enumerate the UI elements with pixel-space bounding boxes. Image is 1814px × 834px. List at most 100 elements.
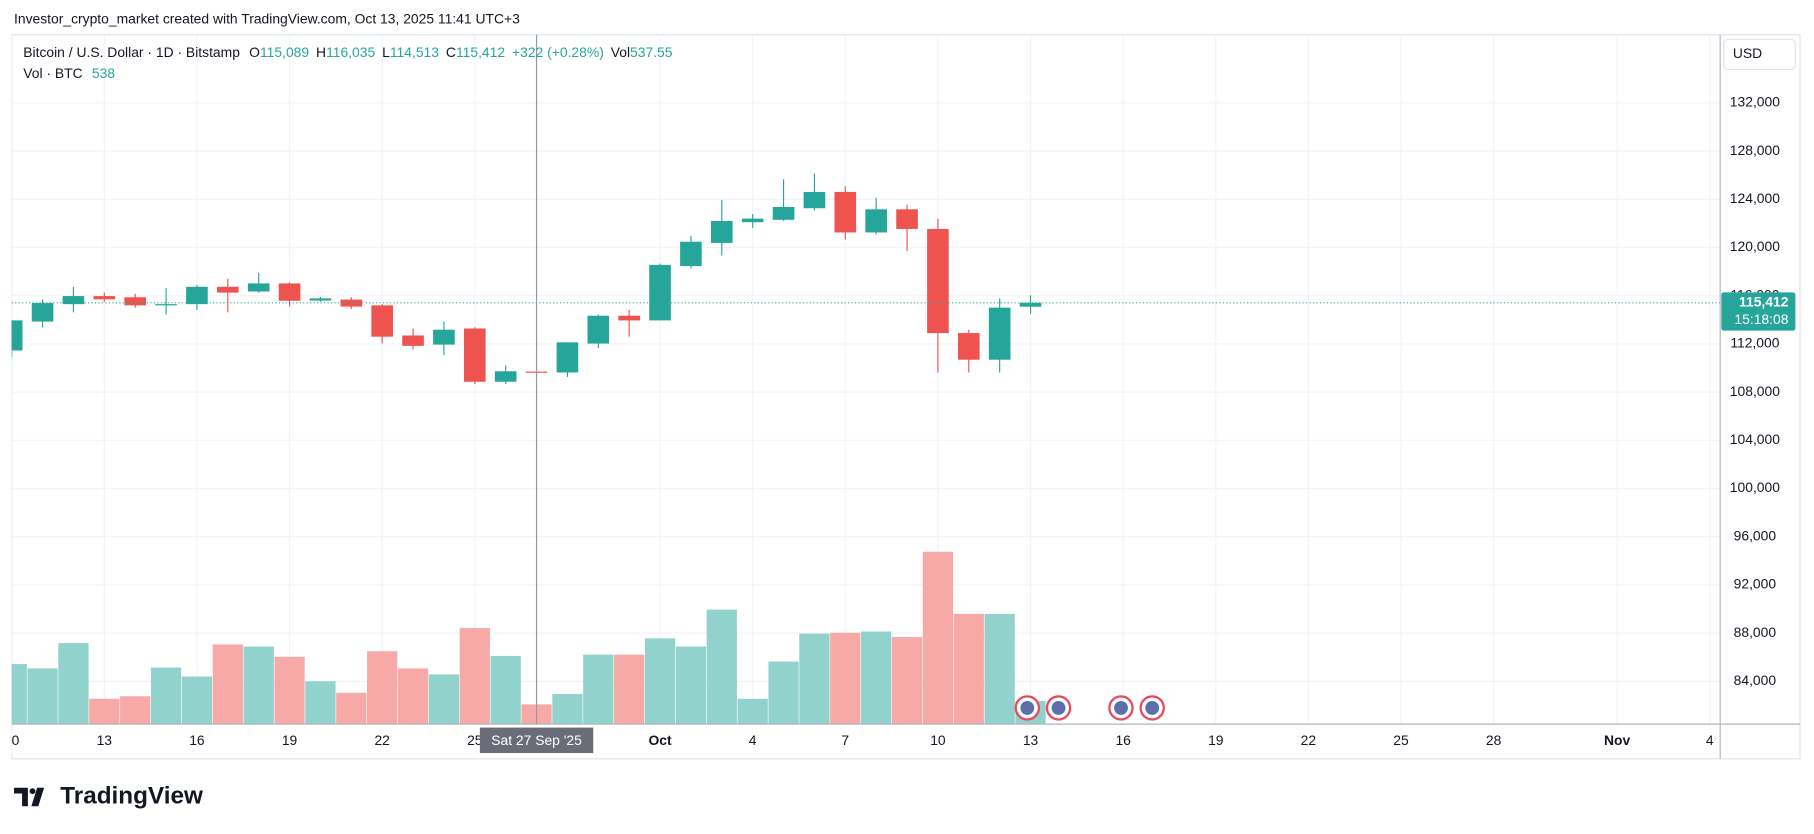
legend-key: O: [249, 44, 260, 60]
event-icon-inner: [1114, 700, 1128, 715]
volume-bar: [305, 681, 336, 725]
volume-value: 538: [92, 65, 115, 81]
volume-bar: [614, 654, 645, 725]
volume-bar: [891, 637, 923, 725]
candle-body: [11, 320, 23, 351]
volume-bar: [984, 613, 1015, 725]
candle-body: [957, 333, 980, 360]
vol-value: 537.55: [630, 44, 673, 60]
watermark: Investor_crypto_market created with Trad…: [14, 10, 520, 26]
x-tick-label: 16: [189, 732, 205, 748]
candle-body: [587, 315, 610, 344]
y-tick-label: 124,000: [1730, 190, 1780, 206]
candle-body: [278, 283, 301, 301]
volume-bar: [644, 638, 676, 725]
candle-body: [618, 315, 640, 321]
volume-bar: [583, 654, 614, 725]
candle-body: [556, 342, 579, 373]
volume-title: Vol · BTC: [23, 65, 82, 81]
legend-value: 116,035: [326, 44, 375, 60]
volume-bar: [861, 631, 892, 725]
volume-bar: [336, 692, 367, 725]
volume-bar: [11, 664, 27, 725]
candle-body: [463, 328, 486, 382]
x-tick-label: 28: [1486, 732, 1502, 748]
y-tick-label: 120,000: [1730, 238, 1780, 254]
volume-bars: [11, 551, 1046, 725]
x-tick-label: Nov: [1604, 732, 1630, 748]
legend-key: H: [316, 44, 326, 60]
event-icon-inner: [1051, 700, 1066, 715]
candle-body: [217, 286, 239, 293]
last-price-tag: [1721, 292, 1796, 331]
x-tick-label: 25: [467, 732, 483, 748]
currency-box: [1723, 38, 1796, 70]
symbol-legend: Bitcoin / U.S. Dollar · 1D · Bitstamp O 11…: [23, 44, 673, 60]
candle-body: [371, 305, 393, 337]
legend-value: 115,412: [456, 44, 505, 60]
candle-body: [433, 329, 455, 345]
x-tick-label: 25: [1393, 732, 1409, 748]
candle-body: [927, 228, 949, 334]
volume-bar: [706, 609, 737, 725]
volume-bar: [58, 643, 89, 725]
volume-bar: [459, 628, 490, 725]
y-tick-label: 132,000: [1730, 94, 1780, 110]
candle-body: [772, 207, 795, 220]
y-tick-label: 92,000: [1734, 576, 1777, 592]
volume-bar: [243, 646, 274, 725]
volume-bar: [274, 656, 305, 725]
x-tick-label: 16: [1115, 732, 1131, 748]
candle-body: [741, 218, 764, 223]
logo: TradingView: [14, 782, 203, 809]
event-icon-inner: [1020, 700, 1035, 715]
candle-body: [680, 241, 702, 267]
y-tick-label: 108,000: [1730, 383, 1780, 399]
volume-bar: [212, 644, 243, 725]
candle-body: [93, 296, 116, 300]
volume-legend: Vol · BTC 538: [23, 65, 115, 81]
volume-bar: [89, 698, 120, 725]
y-tick-label: 104,000: [1730, 431, 1780, 447]
volume-bar: [397, 668, 429, 725]
x-tick-label: 22: [1301, 732, 1317, 748]
candle-body: [340, 299, 363, 307]
volume-bar: [953, 613, 984, 725]
x-tick-label: 4: [1706, 732, 1714, 748]
volume-bar: [428, 674, 460, 725]
x-tick-label: 19: [1208, 732, 1224, 748]
candle-body: [834, 191, 857, 233]
x-tick-label: 13: [97, 732, 113, 748]
x-tick-label: 7: [841, 732, 849, 748]
y-tick-label: 100,000: [1730, 479, 1780, 495]
volume-bar: [367, 651, 398, 725]
candle-body: [309, 298, 332, 301]
candle-body: [155, 304, 177, 306]
logo-mark: [14, 787, 45, 807]
volume-bar: [799, 633, 830, 725]
x-tick-label: 13: [1023, 732, 1039, 748]
candle-body: [247, 283, 270, 292]
candle-body: [710, 221, 733, 243]
candle-body: [62, 296, 85, 305]
logo-text: TradingView: [60, 782, 203, 809]
volume-bar: [181, 676, 213, 725]
candle-body: [494, 371, 517, 382]
x-tick-label: Oct: [648, 732, 672, 748]
currency: USD: [1733, 45, 1762, 61]
candles: [11, 173, 1042, 385]
volume-bar: [490, 655, 521, 725]
volume-bar: [922, 551, 954, 725]
volume-bar: [552, 694, 583, 725]
volume-bar: [27, 668, 58, 725]
candle-body: [896, 209, 918, 229]
legend-key: L: [382, 44, 390, 60]
x-tick-label: 10: [930, 732, 946, 748]
candle-body: [988, 307, 1011, 360]
x-tick-label: 19: [282, 732, 298, 748]
symbol: Bitcoin / U.S. Dollar · 1D · Bitstamp: [23, 44, 240, 60]
vol-key: Vol: [611, 44, 630, 60]
crosshair-label: Sat 27 Sep '25: [491, 732, 582, 748]
